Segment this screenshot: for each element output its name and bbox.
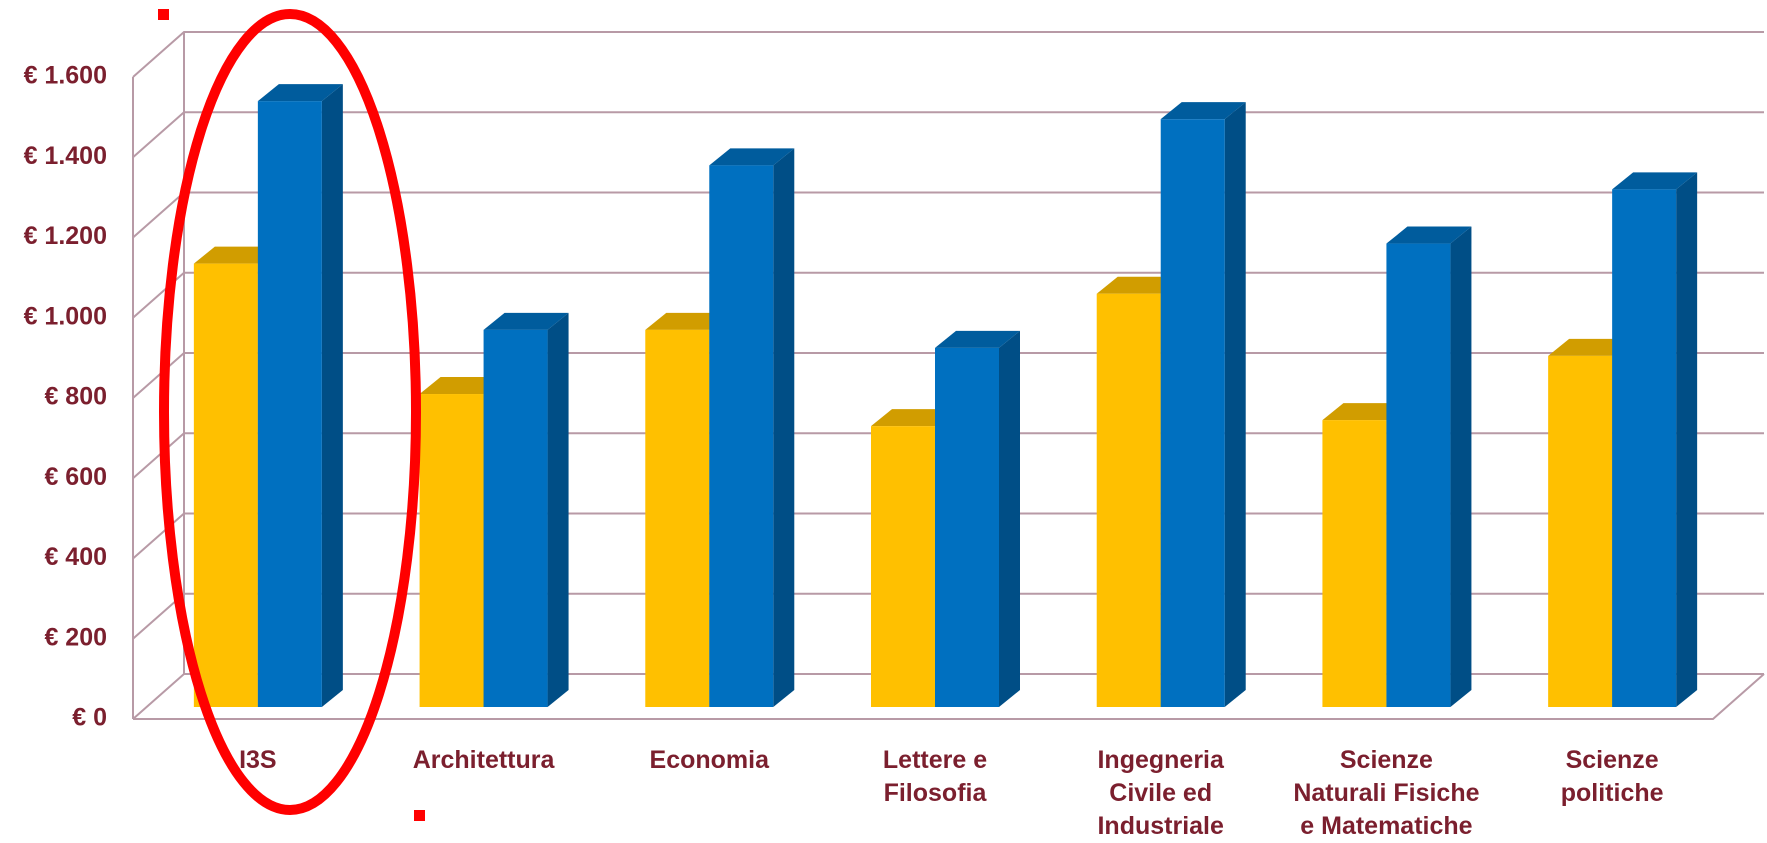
bar-top: [645, 312, 731, 330]
y-tick-label: € 400: [44, 543, 107, 571]
bar-top: [1160, 102, 1246, 120]
bar-front: [871, 426, 935, 707]
y-tick-label: € 600: [44, 463, 107, 491]
x-tick-label: Lettere e Filosofia: [882, 746, 988, 807]
x-tick-label: Scienze politiche: [1560, 746, 1664, 807]
bar-front: [1612, 189, 1677, 707]
marker: [158, 9, 169, 20]
bar-front: [257, 101, 322, 708]
grid-line: [132, 31, 1764, 78]
bar-top: [871, 409, 956, 427]
y-tick-label: € 0: [72, 704, 107, 732]
bar: [257, 84, 343, 708]
y-tick-label: € 1.200: [24, 222, 107, 250]
bar: [483, 312, 569, 707]
bar-side: [1450, 226, 1472, 707]
bar-top: [1322, 403, 1408, 421]
bar-front: [1322, 420, 1387, 707]
bar-front: [1160, 119, 1225, 707]
grid-line: [132, 191, 1764, 239]
x-tick-label: Ingegneria Civile ed Industriale: [1097, 746, 1224, 840]
bar-top: [709, 148, 795, 166]
bar-front: [193, 263, 258, 707]
bar: [709, 148, 795, 707]
highlight-ellipse: [159, 9, 421, 815]
bar: [935, 330, 1020, 707]
bar-side: [1676, 172, 1698, 707]
bar-front: [1548, 355, 1613, 707]
bar-side: [999, 330, 1020, 707]
x-tick-label: Architettura: [412, 746, 555, 774]
marker: [414, 810, 425, 821]
bar-top: [935, 330, 1020, 348]
bar-front: [419, 394, 484, 707]
bar-top: [1096, 276, 1182, 294]
bar-side: [321, 84, 343, 708]
x-tick-label: Economia: [649, 746, 770, 774]
bar-front: [709, 165, 774, 707]
bar-front: [1096, 293, 1161, 707]
bar: [1386, 226, 1472, 707]
y-tick-label: € 200: [44, 623, 107, 651]
bar-top: [1548, 338, 1634, 356]
bar: [1612, 172, 1698, 707]
bar-front: [1386, 243, 1451, 707]
floor: [133, 673, 1765, 720]
bar-side: [1224, 102, 1246, 707]
grid-line: [132, 271, 1764, 319]
bar-top: [1612, 172, 1698, 190]
bar-top: [193, 246, 279, 264]
bar-top: [419, 377, 505, 395]
x-tick-label: I3S: [239, 746, 277, 774]
bar: [1160, 102, 1246, 707]
bar-side: [773, 148, 795, 707]
y-tick-label: € 800: [44, 383, 107, 411]
plot-area: [132, 31, 1765, 720]
y-tick-label: € 1.600: [24, 62, 107, 90]
y-tick-label: € 1.400: [24, 142, 107, 170]
x-tick-label: Scienze Naturali Fisiche e Matematiche: [1293, 746, 1480, 840]
bar-front: [483, 329, 548, 707]
bar-front: [645, 329, 710, 707]
bar-top: [1386, 226, 1472, 244]
bar-top: [257, 84, 343, 102]
bar-front: [935, 347, 999, 707]
y-tick-label: € 1.000: [24, 302, 107, 330]
bar-side: [547, 312, 569, 707]
bar-top: [483, 312, 569, 330]
